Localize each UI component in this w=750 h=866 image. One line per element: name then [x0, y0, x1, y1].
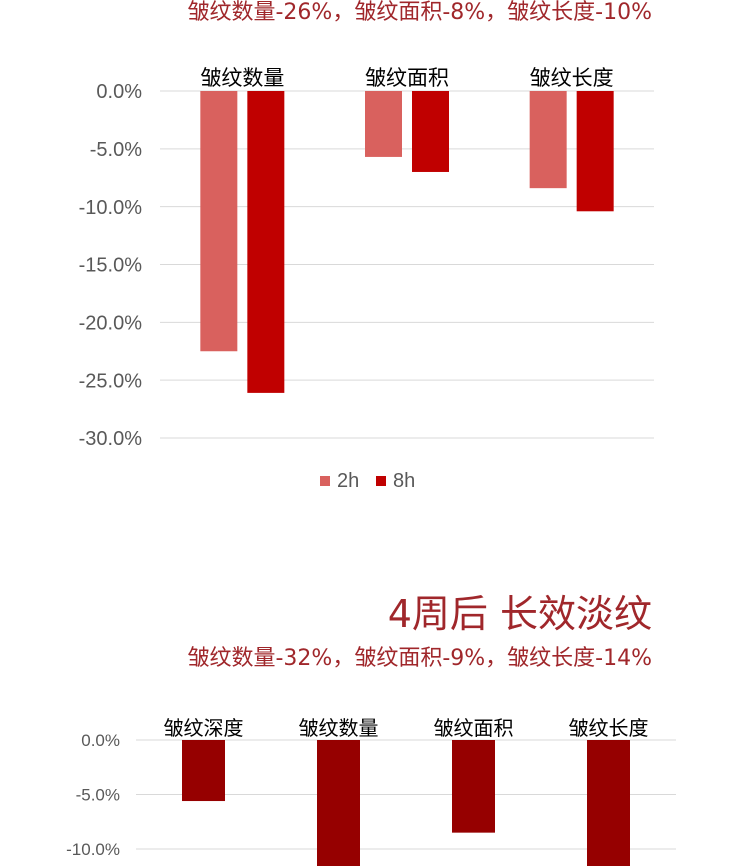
top-subtitle: 皱纹数量-26%，皱纹面积-8%，皱纹长度-10%: [187, 0, 652, 25]
category-label: 皱纹面积: [365, 66, 449, 90]
y-tick-label: -10.0%: [79, 197, 143, 219]
y-tick-label: -5.0%: [76, 786, 120, 805]
category-label: 皱纹长度: [569, 716, 649, 740]
y-tick-label: -20.0%: [79, 313, 143, 335]
category-label: 皱纹数量: [200, 66, 284, 90]
bar-2h-2: [529, 91, 567, 189]
bar-series-3: [587, 740, 630, 866]
y-tick-label: -25.0%: [79, 370, 143, 392]
y-tick-label: -15.0%: [79, 255, 143, 277]
bar-series-1: [317, 740, 360, 866]
bar-8h-0: [247, 91, 285, 393]
bar-8h-1: [412, 91, 449, 172]
y-tick-label: -10.0%: [66, 840, 120, 859]
chart-top: 0.0% -5.0% -10.0% -15.0% -20.0% -25.0% -30.0% 皱…: [79, 66, 654, 492]
legend-label-2h: 2h: [337, 470, 359, 492]
chart-bottom: 0.0% -5.0% -10.0% 皱纹深度 皱纹数量 皱纹面积 皱纹长度: [66, 716, 676, 866]
bar-series-0: [182, 740, 225, 802]
legend-swatch-8h: [376, 476, 386, 486]
category-label: 皱纹深度: [164, 716, 244, 740]
y-tick-label: 0.0%: [81, 731, 120, 750]
y-tick-label: -30.0%: [79, 428, 143, 450]
category-label: 皱纹面积: [434, 716, 514, 740]
section-heading: 4周后 长效淡纹: [387, 592, 652, 636]
bar-2h-0: [200, 91, 238, 352]
category-label: 皱纹数量: [299, 716, 379, 740]
category-label: 皱纹长度: [530, 66, 614, 90]
bar-series-2: [452, 740, 495, 833]
bar-2h-1: [365, 91, 402, 157]
legend-swatch-2h: [320, 476, 330, 486]
bar-8h-2: [576, 91, 614, 212]
section-subtitle: 皱纹数量-32%，皱纹面积-9%，皱纹长度-14%: [187, 646, 652, 671]
legend-label-8h: 8h: [393, 470, 415, 492]
y-tick-label: -5.0%: [90, 139, 142, 161]
y-tick-label: 0.0%: [96, 81, 142, 103]
